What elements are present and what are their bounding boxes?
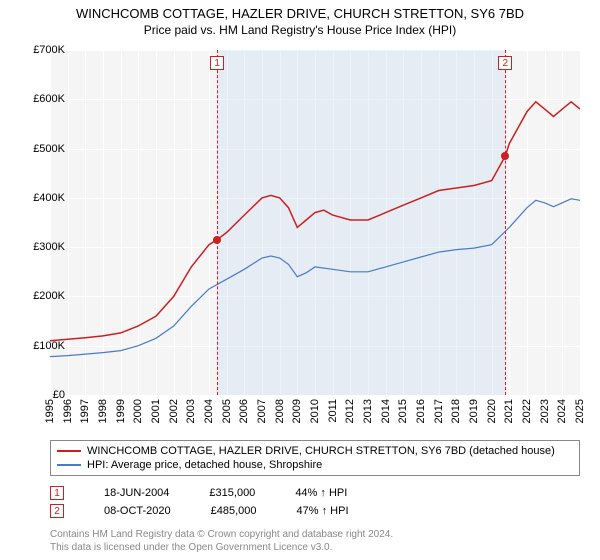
x-axis-label: 1996 [62, 399, 74, 423]
x-axis-label: 2015 [397, 399, 409, 423]
footer-line: This data is licensed under the Open Gov… [50, 541, 580, 554]
legend-item-hpi: HPI: Average price, detached house, Shro… [57, 458, 573, 472]
sale-marker-line [505, 50, 506, 395]
sale-date: 08-OCT-2020 [104, 505, 171, 517]
x-axis-label: 2017 [433, 399, 445, 423]
x-axis-label: 2011 [327, 399, 339, 423]
gridline-h [50, 395, 580, 396]
chart-lines [50, 50, 580, 395]
x-axis-label: 2016 [415, 399, 427, 423]
y-axis-label: £0 [20, 389, 65, 401]
footer: Contains HM Land Registry data © Crown c… [50, 528, 580, 554]
title-sub: Price paid vs. HM Land Registry's House … [0, 23, 600, 37]
x-axis-label: 2001 [150, 399, 162, 423]
y-axis-label: £600K [20, 93, 65, 105]
x-axis-label: 2003 [185, 399, 197, 423]
chart-area: 12 [50, 50, 580, 395]
x-axis-label: 2005 [221, 399, 233, 423]
x-axis-label: 1995 [44, 399, 56, 423]
sale-date: 18-JUN-2004 [104, 487, 169, 499]
x-axis-label: 2018 [450, 399, 462, 423]
title-block: WINCHCOMB COTTAGE, HAZLER DRIVE, CHURCH … [0, 0, 600, 37]
legend-item-property: WINCHCOMB COTTAGE, HAZLER DRIVE, CHURCH … [57, 444, 573, 458]
x-axis-label: 2021 [503, 399, 515, 423]
sale-marker-icon: 1 [50, 486, 64, 500]
x-axis-label: 2022 [521, 399, 533, 423]
legend-swatch-hpi [57, 464, 81, 466]
x-axis-label: 2007 [256, 399, 268, 423]
sale-row: 2 08-OCT-2020 £485,000 47% ↑ HPI [50, 502, 580, 520]
gridline-v [580, 50, 581, 395]
x-axis-label: 2025 [574, 399, 586, 423]
sales-table: 1 18-JUN-2004 £315,000 44% ↑ HPI 2 08-OC… [50, 484, 580, 520]
x-axis-label: 2008 [274, 399, 286, 423]
x-axis-label: 2010 [309, 399, 321, 423]
sale-vs-hpi: 44% ↑ HPI [295, 487, 347, 499]
x-axis-label: 2023 [539, 399, 551, 423]
sale-row: 1 18-JUN-2004 £315,000 44% ↑ HPI [50, 484, 580, 502]
x-axis-label: 1997 [79, 399, 91, 423]
legend-swatch-property [57, 450, 81, 452]
y-axis-label: £300K [20, 241, 65, 253]
x-axis-label: 2013 [362, 399, 374, 423]
y-axis-label: £100K [20, 340, 65, 352]
x-axis-label: 2002 [168, 399, 180, 423]
sale-vs-hpi: 47% ↑ HPI [297, 505, 349, 517]
y-axis-label: £400K [20, 192, 65, 204]
sale-marker-box: 1 [210, 56, 224, 70]
x-axis-label: 2020 [486, 399, 498, 423]
series-line-property [50, 102, 580, 341]
legend-label-property: WINCHCOMB COTTAGE, HAZLER DRIVE, CHURCH … [87, 445, 555, 457]
y-axis-label: £500K [20, 143, 65, 155]
x-axis-label: 1999 [115, 399, 127, 423]
x-axis-label: 2000 [132, 399, 144, 423]
sale-price: £485,000 [211, 505, 257, 517]
y-axis-label: £200K [20, 290, 65, 302]
x-axis-label: 2024 [556, 399, 568, 423]
sale-marker-dot [213, 236, 221, 244]
x-axis-label: 2004 [203, 399, 215, 423]
x-axis-label: 2019 [468, 399, 480, 423]
y-axis-label: £700K [20, 44, 65, 56]
legend: WINCHCOMB COTTAGE, HAZLER DRIVE, CHURCH … [50, 440, 580, 476]
x-axis-label: 2006 [238, 399, 250, 423]
sale-marker-line [217, 50, 218, 395]
legend-label-hpi: HPI: Average price, detached house, Shro… [87, 459, 322, 471]
sale-price: £315,000 [209, 487, 255, 499]
x-axis-label: 2014 [380, 399, 392, 423]
series-line-hpi [50, 199, 580, 357]
sale-marker-dot [501, 152, 509, 160]
sale-marker-icon: 2 [50, 504, 64, 518]
x-axis-label: 2009 [291, 399, 303, 423]
chart-container: WINCHCOMB COTTAGE, HAZLER DRIVE, CHURCH … [0, 0, 600, 560]
footer-line: Contains HM Land Registry data © Crown c… [50, 528, 580, 541]
title-main: WINCHCOMB COTTAGE, HAZLER DRIVE, CHURCH … [0, 6, 600, 21]
x-axis-label: 2012 [344, 399, 356, 423]
x-axis-label: 1998 [97, 399, 109, 423]
sale-marker-box: 2 [498, 56, 512, 70]
